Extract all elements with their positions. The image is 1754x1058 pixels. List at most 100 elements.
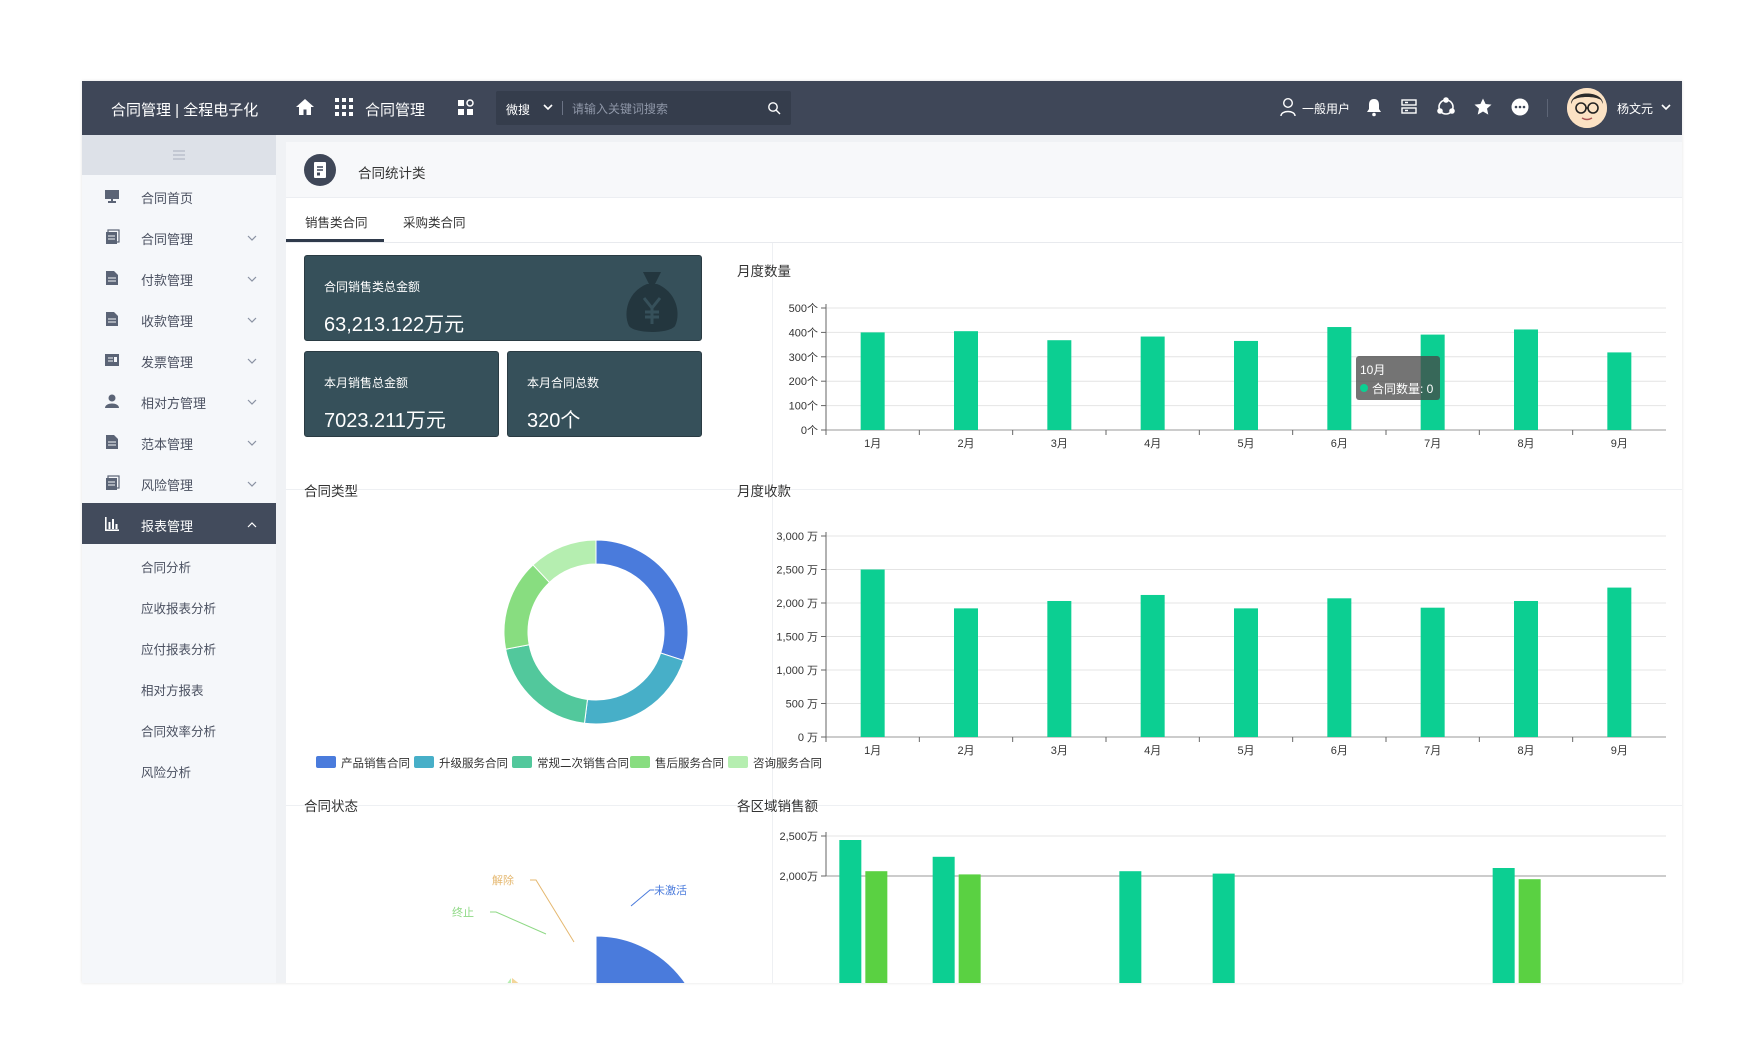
user-role-label: 一般用户 (1302, 102, 1351, 116)
sidebar-item-reports[interactable]: 报表管理 (82, 503, 276, 544)
apps-grid-icon[interactable] (334, 97, 354, 122)
sidebar-subitem-payable-report[interactable]: 应付报表分析 (82, 626, 276, 667)
bar (954, 608, 978, 737)
kpi-month-amount-card: 本月销售总金额 7023.211万元 (304, 351, 499, 437)
search-box: 微搜 (496, 91, 791, 125)
bar (954, 331, 978, 430)
bar (1518, 879, 1541, 983)
tab-sales-contracts[interactable]: 销售类合同 (305, 216, 368, 230)
sidebar-subitem-counterparty-report[interactable]: 相对方报表 (82, 667, 276, 708)
server-icon[interactable] (1399, 97, 1419, 122)
contract-status-title: 合同状态 (304, 799, 358, 814)
contract-type-title: 合同类型 (304, 484, 358, 499)
tooltip-text: 合同数量: 0 (1372, 382, 1434, 396)
kpi-label: 本月合同总数 (527, 376, 600, 390)
user-name[interactable]: 杨文元 (1617, 102, 1654, 116)
sidebar-subitem-contract-analysis[interactable]: 合同分析 (82, 544, 276, 585)
document-icon (104, 270, 120, 291)
bar (1212, 873, 1235, 983)
bar (1514, 329, 1538, 430)
sidebar-subitem-risk-analysis[interactable]: 风险分析 (82, 749, 276, 790)
chevron-down-icon (247, 312, 257, 330)
chevron-up-icon (247, 517, 257, 535)
share-icon[interactable] (1436, 97, 1456, 122)
y-tick-label: 400个 (789, 326, 818, 339)
bar (860, 569, 885, 737)
bar (839, 840, 862, 983)
chevron-down-icon[interactable] (1660, 100, 1672, 118)
home-icon[interactable] (295, 97, 315, 122)
x-tick-label: 1月 (864, 438, 881, 450)
kpi-label: 本月销售总金额 (324, 376, 409, 390)
search-icon[interactable] (767, 101, 781, 120)
search-divider (562, 101, 563, 115)
tab-purchase-contracts[interactable]: 采购类合同 (403, 216, 466, 230)
top-bar: 合同管理 | 全程电子化 合同管理 微搜 (82, 81, 1682, 135)
sidebar-collapse-toggle[interactable] (82, 135, 276, 175)
pie-slice (506, 976, 520, 983)
chevron-down-icon (247, 394, 257, 412)
search-type-select[interactable]: 微搜 (506, 103, 531, 117)
bell-icon[interactable] (1364, 97, 1384, 122)
tooltip-title: 10月 (1360, 363, 1386, 377)
bar (958, 874, 981, 983)
sidebar-item-invoice[interactable]: 发票管理 (82, 339, 276, 380)
legend-label: 常规二次销售合同 (537, 756, 629, 770)
current-module[interactable]: 合同管理 (365, 102, 426, 119)
donut-slice (532, 539, 597, 584)
chat-icon[interactable] (1510, 97, 1530, 122)
tooltip-marker (1360, 384, 1368, 392)
x-tick-label: 1月 (864, 745, 881, 757)
sidebar-item-contract-management[interactable]: 合同管理 (82, 216, 276, 257)
pie-label: 终止 (452, 905, 474, 919)
kpi-value: 63,213.122万元 (324, 314, 465, 336)
sidebar-item-risk[interactable]: 风险管理 (82, 462, 276, 503)
y-tick-label: 200个 (789, 375, 818, 388)
avatar[interactable] (1567, 88, 1607, 128)
x-tick-label: 5月 (1237, 438, 1254, 450)
region-sales-chart: 2,000万 2,500万 (779, 831, 1666, 983)
kpi-month-count-card: 本月合同总数 320个 (507, 351, 702, 437)
sidebar-item-payment[interactable]: 付款管理 (82, 257, 276, 298)
sidebar-item-label: 相对方管理 (141, 396, 207, 411)
page-header: 合同统计类 (286, 142, 1682, 198)
y-tick-label: 2,000 万 (776, 598, 818, 610)
sidebar-item-contract-home[interactable]: 合同首页 (82, 175, 276, 216)
sidebar-item-receipt[interactable]: 收款管理 (82, 298, 276, 339)
pie-slice (595, 935, 686, 983)
chevron-down-icon (247, 476, 257, 494)
widgets-icon[interactable] (457, 99, 475, 122)
sidebar-item-label: 合同管理 (141, 232, 194, 247)
y-tick-label: 2,500 万 (776, 565, 818, 577)
user-role-switch[interactable]: 一般用户 (1280, 97, 1350, 122)
sidebar-subitem-receivable-report[interactable]: 应收报表分析 (82, 585, 276, 626)
sidebar-subitem-efficiency-analysis[interactable]: 合同效率分析 (82, 708, 276, 749)
sidebar-subitem-label: 应付报表分析 (141, 643, 217, 657)
chart-tooltip: 10月 合同数量: 0 (1356, 356, 1440, 400)
y-tick-label: 1,500 万 (776, 632, 818, 644)
sidebar-item-label: 范本管理 (141, 437, 194, 452)
topbar-divider (1547, 99, 1548, 117)
x-tick-label: 8月 (1517, 745, 1534, 757)
x-tick-label: 7月 (1424, 438, 1441, 450)
chevron-down-icon (247, 271, 257, 289)
page-title: 合同统计类 (358, 166, 426, 181)
sidebar-item-label: 收款管理 (141, 314, 194, 329)
x-tick-label: 2月 (957, 438, 974, 450)
monthly-count-title: 月度数量 (737, 264, 791, 279)
x-tick-label: 5月 (1237, 745, 1254, 757)
x-tick-label: 9月 (1611, 438, 1628, 450)
star-icon[interactable] (1473, 97, 1493, 122)
x-tick-label: 7月 (1424, 745, 1441, 757)
sidebar-item-counterparty[interactable]: 相对方管理 (82, 380, 276, 421)
menu-icon[interactable] (172, 150, 186, 160)
sidebar-item-label: 风险管理 (141, 478, 194, 493)
bar (1140, 594, 1165, 737)
chevron-down-icon[interactable] (542, 100, 554, 118)
sidebar-item-template[interactable]: 范本管理 (82, 421, 276, 462)
search-input[interactable] (570, 98, 759, 120)
kpi-value: 7023.211万元 (324, 410, 446, 432)
x-tick-label: 4月 (1144, 745, 1161, 757)
active-tab-indicator (286, 239, 384, 242)
y-tick-label: 2,000万 (779, 871, 818, 883)
